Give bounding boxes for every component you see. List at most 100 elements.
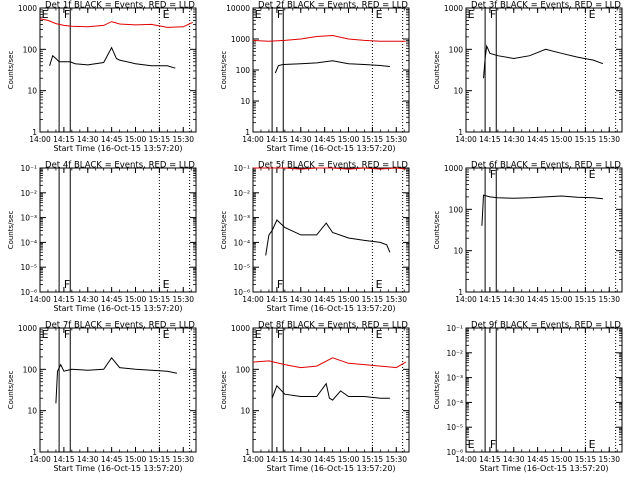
x-tick-label: 15:30 — [172, 455, 194, 464]
x-tick-label: 15:00 — [338, 455, 360, 464]
y-axis-label: Counts/sec — [433, 371, 441, 410]
plot-frame — [465, 167, 623, 293]
y-axis-label: Counts/sec — [220, 371, 228, 410]
x-tick-label: 15:30 — [598, 135, 620, 144]
y-tick-label: 10 — [27, 87, 37, 96]
x-tick-label: 14:45 — [527, 455, 549, 464]
y-tick-label: 1 — [458, 288, 463, 297]
y-tick-label: 10⁻⁵ — [20, 263, 37, 272]
plot-frame — [39, 327, 197, 453]
x-tick-label: 15:15 — [362, 295, 384, 304]
y-axis-label: Counts/sec — [433, 51, 441, 90]
plot-frame — [252, 327, 410, 453]
y-tick-label: 10⁻² — [20, 189, 37, 198]
plot-frame — [39, 7, 197, 133]
x-tick-label: 15:15 — [575, 455, 597, 464]
y-tick-label: 10 — [240, 407, 250, 416]
y-tick-label: 1 — [32, 448, 37, 457]
series-line-red — [39, 18, 194, 28]
x-axis-label: Start Time (16-Oct-15 13:57:20) — [53, 464, 182, 473]
series-line-black — [481, 194, 603, 226]
y-tick-label: 10⁻¹ — [446, 324, 463, 333]
y-tick-label: 1000 — [444, 164, 463, 173]
panel-6: Det 6f BLACK = Events, RED = LLD 1 10 100 10… — [433, 161, 623, 304]
chart-title: Det 9f BLACK = Events, RED = LLD — [471, 321, 621, 331]
flag-label: F — [277, 8, 283, 21]
y-tick-label: 100 — [23, 365, 38, 374]
flag-label: F — [64, 278, 70, 291]
panel-2: Det 2f BLACK = Events, RED = LLD 1 10 100 10… — [220, 1, 410, 153]
x-tick-label: 15:30 — [598, 455, 620, 464]
chart-title: Det 6f BLACK = Events, RED = LLD — [471, 161, 621, 171]
y-tick-label: 10⁻³ — [446, 374, 463, 383]
x-tick-label: 14:00 — [455, 455, 477, 464]
flag-label: E — [255, 8, 262, 21]
x-tick-label: 14:30 — [503, 295, 525, 304]
y-tick-label: 1000 — [18, 324, 37, 333]
flag-label: F — [64, 8, 70, 21]
x-tick-label: 14:45 — [314, 455, 336, 464]
y-tick-label: 10⁻⁶ — [446, 448, 463, 457]
x-tick-label: 14:45 — [314, 135, 336, 144]
y-tick-label: 10⁻³ — [233, 214, 250, 223]
panel-1: Det 1f BLACK = Events, RED = LLD 1 10 100 10… — [7, 1, 197, 153]
plot-frame — [39, 167, 197, 293]
x-tick-label: 15:00 — [551, 135, 573, 144]
panel-3: Det 3f BLACK = Events, RED = LLD 1 10 100 10… — [433, 1, 623, 144]
x-tick-label: 15:15 — [575, 135, 597, 144]
flag-label: E — [42, 8, 49, 21]
x-tick-label: 15:30 — [385, 135, 407, 144]
x-tick-label: 14:15 — [266, 455, 288, 464]
chart-title: Det 5f BLACK = Events, RED = LLD — [258, 161, 408, 171]
x-tick-label: 15:00 — [551, 455, 573, 464]
x-tick-label: 15:00 — [125, 455, 147, 464]
x-tick-label: 14:15 — [53, 295, 75, 304]
chart-title: Det 3f BLACK = Events, RED = LLD — [471, 1, 621, 11]
y-tick-label: 100 — [449, 205, 464, 214]
y-axis-label: Counts/sec — [7, 51, 15, 90]
x-tick-label: 14:15 — [266, 135, 288, 144]
plot-frame — [465, 7, 623, 133]
y-tick-label: 10 — [240, 97, 250, 106]
chart-title: Det 2f BLACK = Events, RED = LLD — [258, 1, 408, 11]
y-tick-label: 10 — [27, 407, 37, 416]
flag-label: F — [490, 438, 496, 451]
flag-label: E — [163, 278, 170, 291]
y-axis-label: Counts/sec — [7, 371, 15, 410]
chart-title: Det 7f BLACK = Events, RED = LLD — [45, 321, 195, 331]
flag-label: E — [163, 8, 170, 21]
y-tick-label: 10⁻² — [446, 349, 463, 358]
y-axis-label: Counts/sec — [220, 51, 228, 90]
flag-label: E — [376, 278, 383, 291]
x-tick-label: 15:00 — [338, 295, 360, 304]
x-tick-label: 14:45 — [527, 135, 549, 144]
y-tick-label: 1 — [32, 128, 37, 137]
panel-9: Det 9f BLACK = Events, RED = LLD 10⁻⁶ 10⁻⁵… — [433, 321, 623, 473]
series-line-red — [252, 34, 406, 42]
x-tick-label: 15:30 — [385, 295, 407, 304]
y-tick-label: 1000 — [18, 4, 37, 13]
y-tick-label: 100 — [236, 365, 251, 374]
flag-label: E — [589, 8, 596, 21]
flag-label: E — [468, 8, 475, 21]
x-tick-label: 14:30 — [290, 455, 312, 464]
x-axis-label: Start Time (16-Oct-15 13:57:20) — [266, 464, 395, 473]
y-tick-label: 10⁻⁶ — [20, 288, 37, 297]
x-axis-label: Start Time (16-Oct-15 13:57:20) — [479, 464, 608, 473]
x-tick-label: 14:00 — [455, 295, 477, 304]
y-axis-label: Counts/sec — [433, 211, 441, 250]
x-tick-label: 15:00 — [551, 295, 573, 304]
flag-label: E — [589, 168, 596, 181]
y-tick-label: 1000 — [231, 324, 250, 333]
x-tick-label: 14:00 — [242, 135, 264, 144]
flag-label: E — [376, 328, 383, 341]
series-line-red — [253, 167, 406, 170]
flag-label: F — [277, 328, 283, 341]
flag-label: E — [589, 438, 596, 451]
x-tick-label: 14:30 — [290, 295, 312, 304]
y-tick-label: 10⁻⁴ — [20, 238, 37, 247]
panel-5: Det 5f BLACK = Events, RED = LLD 10⁻⁶ 10⁻⁵… — [220, 161, 410, 313]
x-tick-label: 14:45 — [527, 295, 549, 304]
y-axis-label: Counts/sec — [220, 211, 228, 250]
y-tick-label: 1 — [458, 128, 463, 137]
